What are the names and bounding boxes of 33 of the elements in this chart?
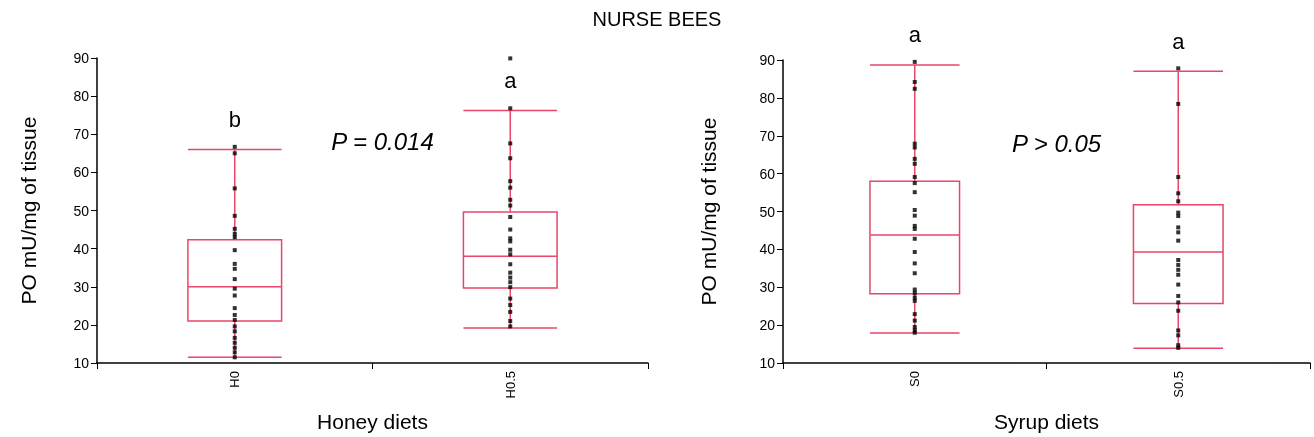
x-axis-title: Honey diets — [317, 410, 428, 433]
annotation: a — [504, 68, 518, 94]
y-tick-label: 80 — [73, 88, 90, 105]
y-tick-label: 80 — [759, 89, 776, 106]
x-tick-label: H0.5 — [502, 371, 518, 399]
y-tick-label: 20 — [759, 317, 776, 334]
y-tick-label: 50 — [73, 202, 90, 219]
x-tick-label: H0 — [227, 371, 243, 388]
y-tick-label: 30 — [759, 279, 776, 296]
text: a — [908, 22, 922, 48]
y-axis-title: PO mU/mg of tissue — [17, 116, 40, 305]
annotation: P > 0.05 — [1011, 130, 1102, 158]
y-tick-label: 20 — [73, 316, 90, 333]
annotation: b — [228, 107, 241, 132]
text: a — [1172, 28, 1186, 54]
y-tick-label: 90 — [73, 50, 90, 66]
y-tick-label: 10 — [73, 355, 90, 371]
y-tick-label: 90 — [759, 52, 776, 68]
y-axis-title: PO mU/mg of tissue — [697, 117, 720, 306]
x-tick-label: S0 — [907, 371, 923, 387]
y-tick-label: 70 — [759, 127, 776, 144]
chart-title: NURSE BEES — [592, 8, 722, 30]
y-tick-label: 30 — [73, 278, 90, 295]
x-axis-title: Syrup diets — [993, 410, 1100, 433]
annotation: P = 0.014 — [331, 128, 434, 156]
y-tick-label: 40 — [759, 241, 776, 258]
y-tick-label: 70 — [73, 126, 90, 143]
y-tick-label: 60 — [759, 165, 776, 182]
y-tick-label: 60 — [73, 164, 90, 181]
y-tick-label: 50 — [759, 203, 776, 220]
x-tick-label: S0.5 — [1170, 371, 1186, 398]
y-tick-label: 10 — [759, 355, 776, 371]
y-tick-label: 40 — [73, 240, 90, 257]
